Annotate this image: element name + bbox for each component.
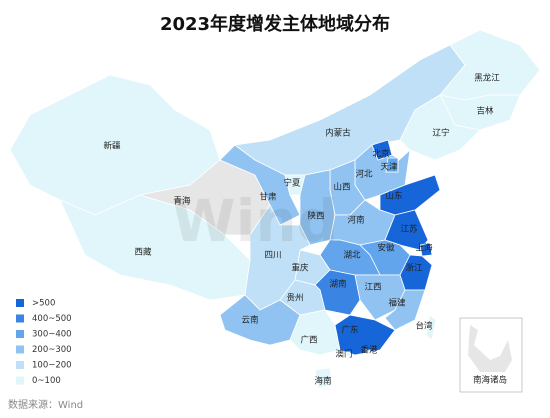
region-label: 黑龙江 <box>474 73 500 84</box>
region-label: 海南 <box>314 376 331 387</box>
region-label: 内蒙古 <box>325 128 351 139</box>
region-label: 吉林 <box>476 106 494 117</box>
region-label: 四川 <box>264 251 281 261</box>
region-label: 云南 <box>241 315 258 326</box>
legend-swatch <box>16 361 24 369</box>
region-label: 天津 <box>380 162 398 173</box>
region-label: 河南 <box>347 215 364 226</box>
region-label: 江苏 <box>400 224 418 235</box>
region-label: 青海 <box>173 196 191 207</box>
region-label: 广西 <box>300 335 317 346</box>
legend-swatch <box>16 299 24 307</box>
region-label: 河北 <box>355 169 373 180</box>
region <box>289 309 341 356</box>
legend-label: 100~200 <box>32 361 72 371</box>
inset-label: 南海诸岛 <box>473 375 507 386</box>
watermark: Wind <box>172 187 339 255</box>
region <box>385 157 399 173</box>
region-label: 贵州 <box>286 293 303 304</box>
legend-label: >500 <box>32 299 55 309</box>
source: 数据来源：Wind <box>8 398 83 411</box>
region-label: 山东 <box>385 191 402 202</box>
legend-label: 400~500 <box>32 314 72 324</box>
region-label: 安徽 <box>377 243 395 254</box>
region <box>334 314 396 356</box>
legend-swatch <box>16 330 24 338</box>
legend-label: 0~100 <box>32 376 61 386</box>
region-label: 上海 <box>415 243 433 254</box>
region-label: 湖南 <box>329 279 346 290</box>
region-label: 新疆 <box>103 141 121 152</box>
region <box>345 351 351 357</box>
legend-label: 200~300 <box>32 345 72 355</box>
legend: >500 400~500 300~400 200~300 100~200 0~100 <box>16 299 72 386</box>
region-label: 西藏 <box>134 247 152 258</box>
region-label: 辽宁 <box>432 128 449 139</box>
region-label: 陕西 <box>307 211 324 222</box>
legend-swatch <box>16 345 24 354</box>
region <box>365 349 371 355</box>
region-label: 浙江 <box>405 263 423 274</box>
map-title: 2023年度增发主体地域分布 <box>160 13 390 35</box>
legend-swatch <box>16 314 24 323</box>
region-label: 山西 <box>333 182 350 193</box>
region <box>244 204 311 311</box>
inset-shape <box>468 325 512 372</box>
region-label: 香港 <box>360 345 378 356</box>
region-label: 台湾 <box>415 321 433 332</box>
legend-swatch <box>16 376 24 385</box>
region-label: 宁夏 <box>283 178 301 189</box>
region-label: 广东 <box>341 325 358 336</box>
region <box>425 314 437 341</box>
region-label: 甘肃 <box>259 192 277 203</box>
region <box>399 94 481 161</box>
region-label: 重庆 <box>291 263 309 274</box>
region-label: 北京 <box>372 149 389 160</box>
region <box>219 294 301 346</box>
region-label: 福建 <box>388 298 406 309</box>
legend-label: 300~400 <box>32 330 72 340</box>
region-label: 湖北 <box>343 251 361 261</box>
region <box>419 242 433 257</box>
region-label: 澳门 <box>335 349 352 360</box>
region <box>314 367 333 389</box>
region <box>371 139 393 161</box>
region-label: 江西 <box>364 283 381 293</box>
